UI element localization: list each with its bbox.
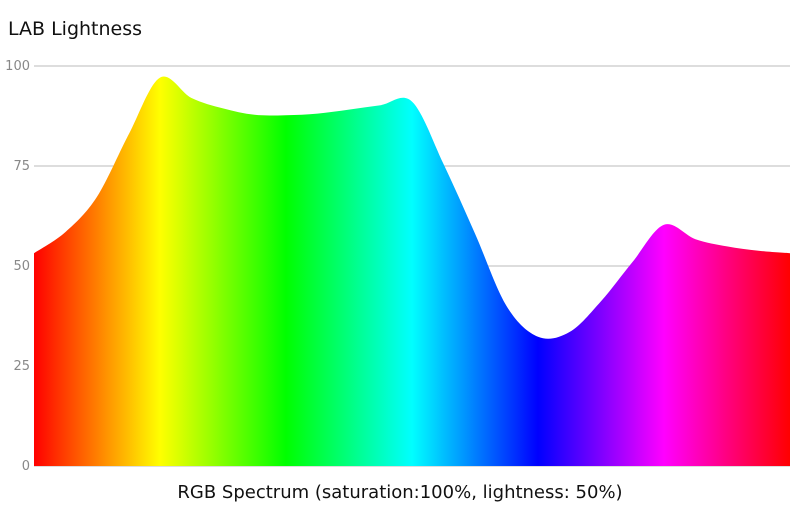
x-axis-label: RGB Spectrum (saturation:100%, lightness… [177,482,623,503]
y-tick-label-75: 75 [13,159,30,174]
y-tick-label-50: 50 [13,259,30,274]
y-tick-label-0: 0 [22,459,30,474]
y-tick-label-100: 100 [5,59,30,74]
lightness-area [34,76,790,466]
y-tick-label-25: 25 [13,359,30,374]
chart-title: LAB Lightness [8,18,143,40]
